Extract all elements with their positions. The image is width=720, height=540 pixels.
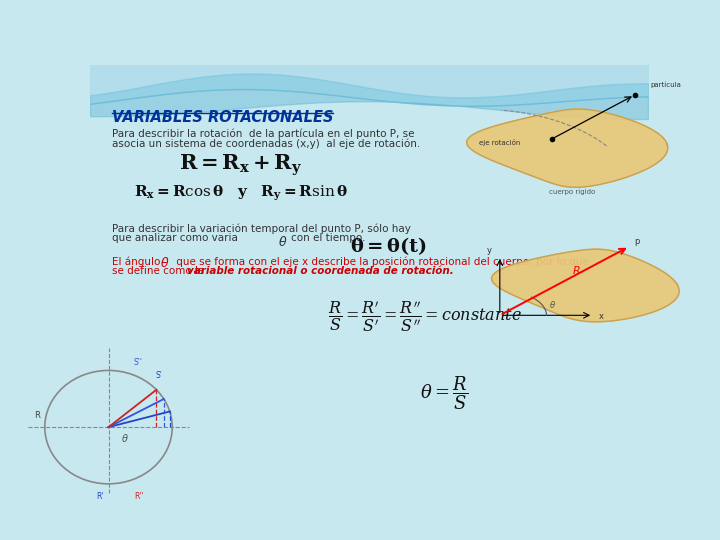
Text: $\theta = \dfrac{R}{S}$: $\theta = \dfrac{R}{S}$ [420, 374, 469, 412]
Text: S': S' [156, 371, 162, 380]
Text: $\mathbf{\theta = \theta(t)}$: $\mathbf{\theta = \theta(t)}$ [350, 235, 427, 257]
Text: variable rotacional o coordenada de rotación.: variable rotacional o coordenada de rota… [186, 266, 454, 276]
Text: cuerpo rígido: cuerpo rígido [549, 188, 595, 195]
Text: R: R [34, 411, 40, 420]
Text: VARIABLES ROTACIONALES: VARIABLES ROTACIONALES [112, 110, 334, 125]
Text: con el tiempo.: con el tiempo. [291, 233, 365, 243]
Polygon shape [467, 109, 667, 187]
Text: R': R' [96, 492, 103, 501]
Text: que se forma con el eje x describe la posición rotacional del cuerpo; por lo que: que se forma con el eje x describe la po… [173, 256, 588, 267]
Text: Para describir la variación temporal del punto P, sólo hay: Para describir la variación temporal del… [112, 224, 411, 234]
Text: p: p [634, 237, 640, 246]
Text: El ángulo: El ángulo [112, 256, 161, 267]
Text: x: x [598, 313, 603, 321]
Text: $\theta$: $\theta$ [549, 299, 556, 310]
Text: $\theta$: $\theta$ [160, 256, 169, 270]
Text: $\mathbf{R_x = R\cos\theta \quad y \quad R_y = R\sin\theta}$: $\mathbf{R_x = R\cos\theta \quad y \quad… [134, 184, 348, 204]
Text: $\theta$: $\theta$ [278, 235, 287, 249]
Text: $\mathbf{R = R_x + R_y}$: $\mathbf{R = R_x + R_y}$ [179, 153, 302, 178]
Text: $\theta$: $\theta$ [121, 432, 129, 444]
Text: $\dfrac{R}{S} = \dfrac{R'}{S'} = \dfrac{R''}{S''} = constante$: $\dfrac{R}{S} = \dfrac{R'}{S'} = \dfrac{… [328, 299, 522, 334]
Text: y: y [487, 246, 492, 255]
Text: Para describir la rotación  de la partícula en el punto P, se: Para describir la rotación de la partícu… [112, 129, 415, 139]
Text: que analizar como varia: que analizar como varia [112, 233, 238, 243]
Text: asocia un sistema de coordenadas (x,y)  al eje de rotación.: asocia un sistema de coordenadas (x,y) a… [112, 138, 420, 149]
Text: S'': S'' [134, 358, 143, 367]
Polygon shape [492, 249, 679, 322]
Text: R'': R'' [134, 492, 143, 501]
Text: R: R [572, 266, 580, 276]
Text: se define como la: se define como la [112, 266, 208, 276]
Text: partícula: partícula [650, 81, 681, 87]
Text: eje rotación: eje rotación [480, 139, 521, 146]
